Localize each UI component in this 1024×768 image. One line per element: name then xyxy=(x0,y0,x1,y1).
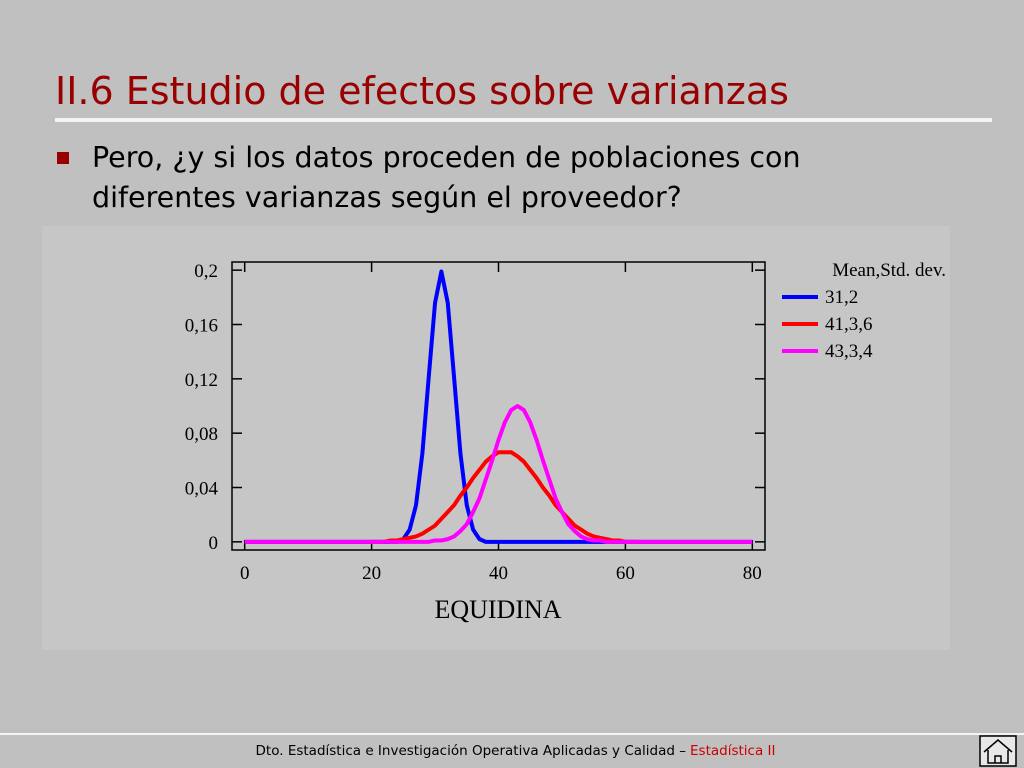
bullet-line: Pero, ¿y si los datos proceden de poblac… xyxy=(92,141,801,174)
footer-rule xyxy=(0,733,1024,735)
home-button[interactable] xyxy=(979,735,1017,767)
footer-course: Estadística II xyxy=(690,743,775,759)
y-tick-label: 0,16 xyxy=(185,315,218,336)
legend-label: 43,3,4 xyxy=(825,341,873,362)
footer-text: Dto. Estadística e Investigación Operati… xyxy=(256,743,687,759)
series-line xyxy=(244,404,753,544)
x-tick-label: 80 xyxy=(743,563,762,584)
bullet-line: diferentes varianzas según el proveedor? xyxy=(92,181,682,214)
legend-label: 31,2 xyxy=(825,287,858,308)
y-tick-label: 0,08 xyxy=(185,424,218,445)
x-tick-label: 20 xyxy=(362,563,381,584)
slide-title: II.6 Estudio de efectos sobre varianzas xyxy=(55,69,789,113)
y-tick-label: 0,12 xyxy=(185,370,218,391)
x-tick-label: 60 xyxy=(616,563,635,584)
title-rule xyxy=(55,118,992,122)
bullet-marker xyxy=(57,152,69,164)
x-tick-label: 40 xyxy=(489,563,508,584)
legend-title: Mean,Std. dev. xyxy=(832,260,946,281)
y-tick-label: 0,2 xyxy=(194,261,218,282)
y-tick-label: 0,04 xyxy=(185,479,219,500)
series-line xyxy=(371,450,639,544)
x-tick-label: 0 xyxy=(240,563,250,584)
y-tick-label: 0 xyxy=(209,533,219,554)
x-axis-label: EQUIDINA xyxy=(434,595,561,624)
legend-label: 41,3,6 xyxy=(825,314,873,335)
chart-panel xyxy=(42,226,950,650)
